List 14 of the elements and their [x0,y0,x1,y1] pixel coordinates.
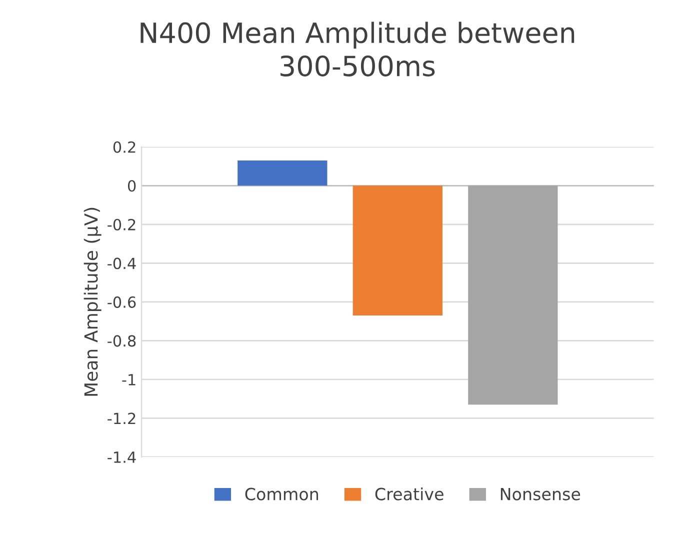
y-tick-label: -1.2 [108,412,136,424]
y-tick-label: -0.8 [108,335,136,347]
y-tick-label: 0.2 [113,141,136,153]
chart-title: N400 Mean Amplitude between 300-500ms [140,22,574,76]
y-tick-label: -0.4 [108,258,136,270]
legend-label: Creative [375,487,444,500]
y-axis-title: Mean Amplitude (µV) [84,208,102,396]
y-tick-label: -1 [122,374,136,386]
y-tick-label: -1.4 [108,452,136,463]
legend-label: Nonsense [500,488,580,500]
legend-label: Common [245,488,318,500]
y-tick-label: 0 [128,180,136,192]
y-tick-label: -0.6 [108,296,136,308]
y-tick-label: -0.2 [108,218,136,230]
